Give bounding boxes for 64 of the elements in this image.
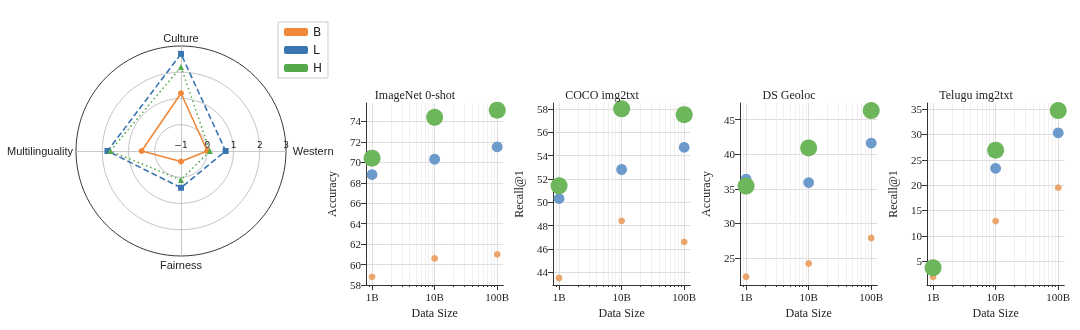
- chart-title: ImageNet 0-shot: [374, 88, 456, 102]
- chart-title: COCO img2txt: [565, 88, 640, 102]
- y-tick-label: 40: [724, 148, 736, 161]
- y-tick-label: 3: [283, 139, 289, 150]
- y-tick-label: 44: [537, 266, 549, 279]
- spoke-label: Multilinguality: [6, 145, 74, 157]
- y-axis-title: Recall@1: [512, 170, 526, 218]
- y-tick-label: 58: [350, 279, 362, 291]
- x-axis-title: Data Size: [598, 306, 645, 320]
- x-tick-label: 100B: [859, 290, 884, 303]
- y-tick-label: 60: [350, 258, 362, 271]
- x-tick-label: 10B: [986, 290, 1005, 303]
- legend-label: H: [312, 61, 323, 75]
- x-tick-label: 1B: [365, 290, 379, 303]
- y-axis-title: Accuracy: [325, 171, 339, 217]
- y-tick-label: 72: [350, 135, 361, 148]
- y-tick-label: 1: [230, 139, 237, 150]
- x-tick-label: 10B: [799, 290, 818, 303]
- y-tick-label: 5: [916, 255, 923, 268]
- y-tick-label: 45: [724, 113, 736, 126]
- y-tick-label: 74: [350, 115, 362, 128]
- spoke-label: Western: [292, 145, 334, 157]
- x-tick-label: 100B: [1046, 290, 1071, 303]
- chart-title: Telugu img2txt: [939, 88, 1014, 102]
- y-tick-label: 52: [537, 172, 548, 185]
- y-tick-label: 54: [537, 149, 549, 162]
- y-tick-label: 35: [724, 182, 736, 195]
- x-axis-title: Data Size: [411, 306, 458, 320]
- y-tick-label: 46: [537, 242, 549, 255]
- x-tick-label: 10B: [612, 290, 631, 303]
- y-tick-label: 48: [537, 219, 549, 232]
- legend-label: L: [312, 43, 320, 57]
- legend-label: B: [312, 25, 322, 39]
- y-tick-label: 50: [537, 196, 549, 209]
- x-axis-title: Data Size: [785, 306, 832, 320]
- y-tick-label: 20: [911, 179, 923, 192]
- y-tick-label: 15: [911, 204, 923, 217]
- y-axis-title: Accuracy: [699, 171, 713, 217]
- y-tick-label: 64: [350, 217, 362, 230]
- y-tick-label: 25: [724, 252, 736, 265]
- spoke-label: Fairness: [159, 258, 203, 271]
- spoke-label: Culture: [163, 31, 199, 44]
- y-tick-label: 70: [350, 156, 362, 169]
- y-tick-label: 25: [911, 153, 923, 166]
- y-tick-label: 58: [537, 102, 549, 115]
- y-axis-title: Recall@1: [886, 170, 900, 218]
- y-tick-label: −1: [174, 139, 188, 150]
- x-tick-label: 1B: [552, 290, 566, 303]
- y-tick-label: 56: [537, 126, 549, 139]
- y-tick-label: 30: [911, 128, 923, 141]
- x-tick-label: 1B: [926, 290, 940, 303]
- y-tick-label: 66: [350, 197, 362, 210]
- y-tick-label: 68: [350, 176, 362, 189]
- chart-title: DS Geoloc: [762, 88, 816, 102]
- x-tick-label: 1B: [739, 290, 753, 303]
- x-axis-title: Data Size: [972, 306, 1019, 320]
- y-tick-label: 2: [256, 139, 263, 150]
- x-tick-label: 100B: [672, 290, 697, 303]
- y-tick-label: 62: [350, 238, 361, 251]
- x-tick-label: 100B: [485, 290, 510, 303]
- y-tick-label: 35: [911, 103, 923, 116]
- x-tick-label: 10B: [425, 290, 444, 303]
- y-tick-label: 10: [911, 229, 923, 242]
- y-tick-label: 30: [724, 217, 736, 230]
